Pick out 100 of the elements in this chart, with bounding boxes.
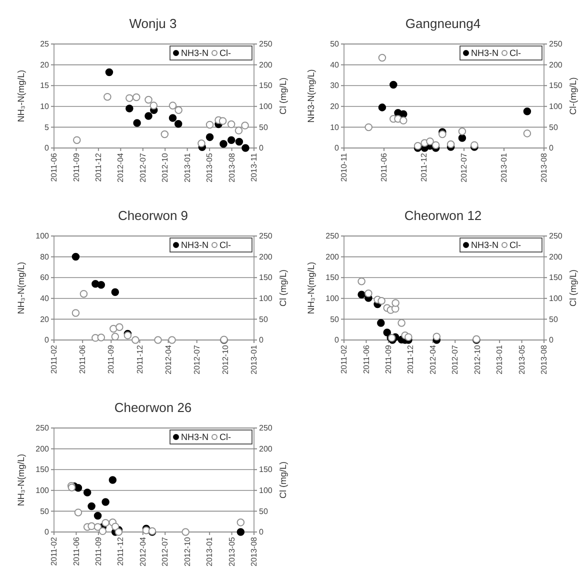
point bbox=[97, 281, 106, 289]
x-tick-label: 2011-06 bbox=[380, 152, 389, 182]
x-tick-label: 2012-04 bbox=[428, 344, 438, 374]
point bbox=[126, 94, 134, 102]
y-axis-title: NH₃-N(mg/L) bbox=[306, 262, 316, 314]
x-tick-label: 2012-10 bbox=[160, 152, 170, 182]
point bbox=[144, 112, 152, 120]
legend-label: NH3-N bbox=[181, 48, 209, 58]
point bbox=[132, 336, 140, 344]
y-tick-label: 50 bbox=[330, 314, 340, 324]
point bbox=[116, 323, 124, 331]
y2-axis-title: Cl (mg/L) bbox=[568, 269, 578, 307]
x-tick-label: 2011-09 bbox=[384, 344, 394, 374]
x-tick-label: 2011-12 bbox=[406, 344, 416, 374]
point bbox=[150, 102, 158, 110]
point bbox=[133, 119, 141, 127]
point bbox=[74, 484, 82, 492]
point bbox=[458, 127, 466, 136]
x-tick-label: 2011-06 bbox=[78, 344, 88, 374]
point bbox=[218, 117, 227, 125]
y2-tick-label: 100 bbox=[259, 102, 273, 111]
point bbox=[144, 96, 152, 104]
x-tick-label: 2012-10 bbox=[220, 344, 230, 374]
x-tick-label: 2012-07 bbox=[138, 152, 148, 182]
y-tick-label: 40 bbox=[330, 60, 340, 70]
y2-tick-label: 150 bbox=[259, 465, 273, 474]
point bbox=[108, 476, 117, 484]
y2-tick-label: 50 bbox=[549, 122, 558, 132]
point bbox=[378, 297, 386, 305]
chart-title: Gangneung4 bbox=[405, 16, 481, 31]
point bbox=[198, 140, 206, 148]
point bbox=[83, 488, 92, 496]
point bbox=[160, 130, 169, 138]
point bbox=[94, 523, 102, 531]
x-tick-label: 2011-06 bbox=[72, 536, 81, 566]
point bbox=[242, 144, 250, 152]
y-tick-label: 100 bbox=[36, 486, 50, 495]
point bbox=[88, 502, 96, 510]
x-tick-label: 2013-01 bbox=[182, 152, 192, 182]
x-tick-label: 2013-01 bbox=[495, 344, 504, 374]
y2-tick-label: 250 bbox=[549, 40, 563, 49]
y2-axis-title: Cl (mg/L) bbox=[278, 77, 288, 115]
chart-title: Cheorwon 26 bbox=[114, 400, 192, 415]
y2-tick-label: 200 bbox=[259, 60, 273, 70]
x-tick-label: 2011-12 bbox=[420, 152, 429, 182]
y-tick-label: 250 bbox=[326, 232, 340, 241]
x-tick-label: 2011-06 bbox=[50, 152, 59, 182]
x-tick-label: 2013-05 bbox=[517, 344, 526, 374]
point bbox=[432, 332, 441, 341]
point bbox=[398, 319, 406, 327]
point bbox=[234, 126, 243, 134]
x-tick-label: 2012-10 bbox=[182, 536, 192, 566]
y-tick-label: 100 bbox=[36, 232, 50, 241]
x-tick-label: 2011-02 bbox=[50, 344, 59, 374]
x-tick-label: 2013-01 bbox=[500, 152, 509, 182]
y2-tick-label: 0 bbox=[259, 144, 264, 153]
y-tick-label: 250 bbox=[36, 424, 50, 433]
y-tick-label: 20 bbox=[40, 314, 50, 324]
point bbox=[80, 290, 88, 298]
y-tick-label: 10 bbox=[330, 122, 340, 132]
y2-tick-label: 100 bbox=[259, 486, 273, 495]
x-tick-label: 2013-01 bbox=[205, 536, 214, 566]
y-tick-label: 20 bbox=[330, 102, 340, 111]
y2-tick-label: 50 bbox=[259, 122, 268, 132]
point bbox=[104, 92, 112, 101]
point bbox=[111, 288, 120, 296]
point bbox=[523, 130, 532, 138]
y-tick-label: 0 bbox=[44, 144, 50, 153]
point bbox=[378, 104, 386, 112]
point bbox=[102, 498, 110, 506]
y2-tick-label: 50 bbox=[259, 314, 268, 324]
y2-tick-label: 0 bbox=[549, 144, 554, 153]
x-tick-label: 2013-05 bbox=[227, 536, 236, 566]
y2-axis-title: Cl (mg/L) bbox=[278, 269, 288, 307]
point bbox=[227, 120, 236, 128]
legend-label: NH3-N bbox=[181, 432, 209, 442]
y2-tick-label: 0 bbox=[259, 528, 264, 537]
y-tick-label: 200 bbox=[326, 252, 340, 262]
y-tick-label: 0 bbox=[334, 144, 340, 153]
y-axis-title: NH₃-N(mg/L) bbox=[16, 70, 26, 122]
y2-tick-label: 250 bbox=[259, 40, 273, 49]
point bbox=[102, 518, 110, 527]
y-tick-label: 40 bbox=[40, 294, 50, 303]
point bbox=[126, 104, 134, 112]
y-tick-label: 50 bbox=[330, 40, 340, 49]
legend-label: Cl- bbox=[220, 432, 231, 442]
y2-tick-label: 250 bbox=[549, 232, 563, 241]
point bbox=[72, 252, 80, 261]
x-tick-label: 2011-02 bbox=[50, 536, 59, 566]
x-tick-label: 2011-09 bbox=[94, 536, 104, 566]
x-tick-label: 2012-04 bbox=[138, 536, 148, 566]
point bbox=[364, 290, 372, 298]
y2-tick-label: 100 bbox=[259, 294, 273, 303]
y2-tick-label: 200 bbox=[549, 252, 563, 262]
point bbox=[227, 136, 236, 144]
point bbox=[98, 527, 107, 536]
x-tick-label: 2012-07 bbox=[160, 536, 170, 566]
point bbox=[358, 290, 366, 299]
point bbox=[168, 114, 177, 122]
point bbox=[182, 528, 190, 536]
